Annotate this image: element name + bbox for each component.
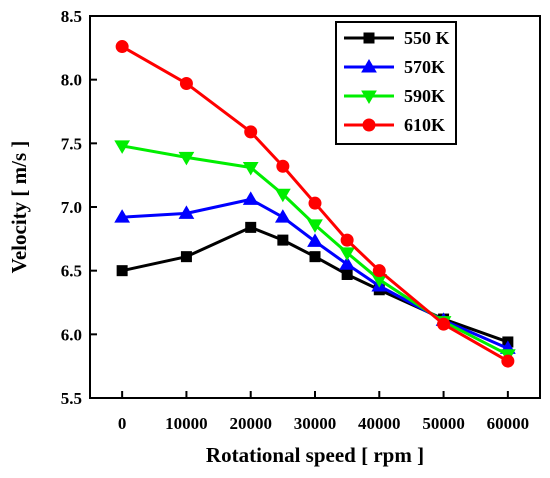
- x-tick-label: 10000: [165, 414, 208, 433]
- data-point: [372, 264, 386, 278]
- data-point: [277, 234, 289, 246]
- legend-marker: [361, 90, 377, 104]
- x-tick-label: 20000: [229, 414, 272, 433]
- data-point: [501, 354, 515, 368]
- data-point: [242, 191, 259, 205]
- data-point: [274, 209, 291, 223]
- y-tick-label: 8.0: [61, 71, 82, 90]
- data-point: [308, 196, 322, 210]
- y-tick-label: 5.5: [61, 389, 82, 408]
- series-610k: [115, 40, 515, 368]
- x-tick-label: 0: [118, 414, 127, 433]
- y-tick-label: 6.0: [61, 325, 82, 344]
- y-tick-label: 7.5: [61, 134, 82, 153]
- data-point: [178, 205, 195, 219]
- data-point: [341, 268, 353, 280]
- x-axis-ticks: 0 10000 20000 30000 40000 50000 60000: [118, 391, 529, 433]
- data-point: [307, 219, 323, 233]
- legend-item-570k: 570K: [344, 57, 445, 77]
- legend-item-550-k: 550 K: [344, 28, 450, 48]
- legend-marker: [361, 59, 377, 73]
- x-tick-label: 40000: [358, 414, 401, 433]
- y-tick-label: 8.5: [61, 7, 82, 26]
- data-point: [178, 151, 195, 166]
- data-point: [339, 256, 356, 270]
- data-point: [309, 251, 321, 263]
- x-tick-label: 50000: [422, 414, 465, 433]
- data-point: [116, 265, 128, 277]
- y-tick-label: 7.0: [61, 198, 82, 217]
- data-point: [307, 233, 323, 247]
- data-point: [114, 140, 131, 154]
- plot-frame: [89, 15, 541, 399]
- legend-label: 570K: [404, 57, 445, 77]
- data-point: [276, 159, 290, 173]
- x-tick-label: 30000: [294, 414, 337, 433]
- data-point: [340, 233, 354, 247]
- data-point: [437, 317, 451, 331]
- legend-label: 610K: [404, 115, 445, 135]
- data-point: [242, 162, 259, 176]
- y-axis-title: Velocity [ m/s ]: [7, 141, 31, 274]
- x-tick-label: 60000: [487, 414, 530, 433]
- legend-item-610k: 610K: [344, 115, 445, 135]
- legend-marker: [363, 32, 375, 44]
- legend-item-590k: 590K: [344, 86, 445, 106]
- data-point: [245, 221, 257, 233]
- y-axis-ticks: 5.5 6.0 6.5 7.0 7.5 8.0 8.5: [61, 7, 97, 408]
- data-point: [114, 209, 131, 223]
- data-point: [274, 188, 291, 203]
- legend-label: 590K: [404, 86, 445, 106]
- data-point: [180, 251, 192, 263]
- legend-label: 550 K: [404, 28, 450, 48]
- data-point: [244, 125, 258, 139]
- data-point: [179, 76, 193, 90]
- legend-marker: [362, 118, 376, 132]
- legend: 550 K 570K 590K 610K: [335, 21, 457, 145]
- x-axis-title: Rotational speed [ rpm ]: [206, 443, 424, 467]
- data-point: [115, 40, 129, 54]
- series-layer: [114, 40, 516, 368]
- y-tick-label: 6.5: [61, 262, 82, 281]
- data-point: [339, 247, 356, 261]
